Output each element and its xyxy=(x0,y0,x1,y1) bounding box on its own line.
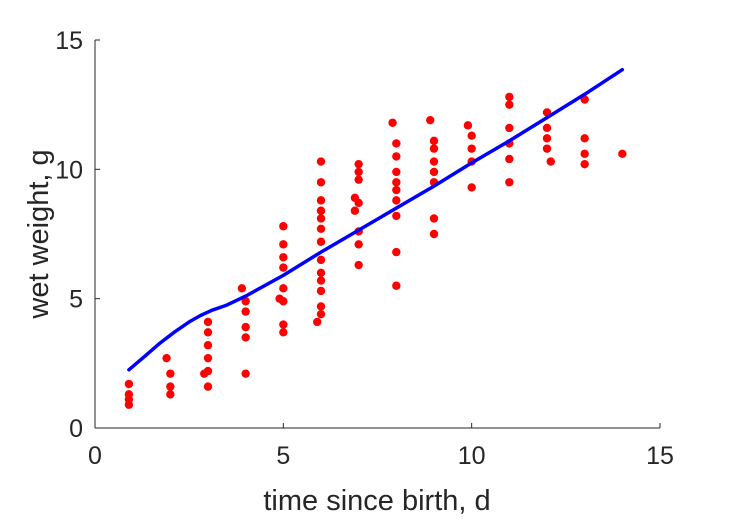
data-point xyxy=(542,123,552,133)
scatter-points xyxy=(124,92,627,409)
data-point xyxy=(203,353,213,363)
data-point xyxy=(316,224,326,234)
data-point xyxy=(241,297,250,306)
data-point xyxy=(241,322,250,332)
data-point xyxy=(392,152,401,161)
data-point xyxy=(392,247,401,257)
data-point xyxy=(203,317,213,327)
data-point xyxy=(316,178,326,187)
data-point xyxy=(467,144,476,153)
data-point xyxy=(429,167,439,177)
data-point xyxy=(316,206,326,215)
fit-line xyxy=(127,67,625,372)
data-point xyxy=(505,178,514,187)
y-tick-label: 15 xyxy=(55,27,83,55)
data-point xyxy=(316,276,326,285)
data-point xyxy=(388,118,397,127)
data-point xyxy=(166,382,175,391)
fit-line-group xyxy=(127,67,625,372)
data-point xyxy=(354,260,363,270)
data-point xyxy=(316,255,326,265)
data-point xyxy=(279,253,288,262)
data-point xyxy=(203,382,213,391)
data-point xyxy=(429,144,439,153)
x-axis-label: time since birth, d xyxy=(263,485,490,517)
data-point xyxy=(429,136,439,146)
data-point xyxy=(463,121,473,130)
y-tick-label: 5 xyxy=(69,286,83,314)
data-point xyxy=(580,159,589,169)
data-point xyxy=(505,123,514,133)
data-point xyxy=(124,400,134,409)
data-point xyxy=(392,139,401,148)
x-tick-label: 10 xyxy=(458,442,486,470)
data-point xyxy=(392,167,401,177)
data-point xyxy=(279,297,288,306)
data-point xyxy=(241,369,250,378)
data-point xyxy=(279,320,288,329)
data-point xyxy=(316,237,326,246)
y-tick-label: 0 xyxy=(69,415,83,443)
data-point xyxy=(392,178,401,187)
data-point xyxy=(166,390,175,399)
data-point xyxy=(392,185,401,195)
data-point xyxy=(279,222,288,231)
data-point xyxy=(542,134,552,143)
data-point xyxy=(505,92,514,102)
y-tick-label: 10 xyxy=(55,156,83,184)
data-point xyxy=(392,196,401,205)
data-point xyxy=(467,183,476,192)
data-point xyxy=(429,229,439,239)
data-point xyxy=(203,341,213,350)
data-point xyxy=(426,115,435,125)
data-point xyxy=(124,379,134,389)
data-point xyxy=(467,131,476,140)
x-tick-label: 0 xyxy=(88,442,102,470)
data-point xyxy=(429,214,439,223)
data-point xyxy=(546,157,555,166)
data-point xyxy=(618,149,627,159)
data-point xyxy=(316,302,326,311)
x-tick-label: 5 xyxy=(276,442,290,470)
data-point xyxy=(354,198,363,208)
data-point xyxy=(580,149,589,159)
data-point xyxy=(241,333,250,342)
data-point xyxy=(316,196,326,205)
y-axis-label: wet weight, g xyxy=(23,149,55,319)
y-ticks: 0 5 10 15 xyxy=(55,27,100,443)
data-point xyxy=(392,211,401,221)
data-point xyxy=(162,353,171,363)
data-point xyxy=(429,157,439,166)
data-point xyxy=(542,144,552,153)
data-point xyxy=(316,268,326,277)
data-point xyxy=(580,134,589,143)
data-point xyxy=(316,309,326,319)
data-point xyxy=(316,286,326,296)
data-point xyxy=(166,369,175,378)
data-point xyxy=(279,240,288,249)
x-tick-label: 15 xyxy=(646,442,674,470)
data-point xyxy=(505,154,514,164)
data-point xyxy=(354,159,363,169)
data-point xyxy=(279,328,288,337)
data-point xyxy=(350,206,360,215)
x-ticks: 0 5 10 15 xyxy=(88,423,674,470)
data-point xyxy=(354,175,363,184)
data-point xyxy=(505,100,514,109)
data-point xyxy=(279,263,288,272)
data-point xyxy=(313,317,322,327)
data-point xyxy=(279,284,288,293)
data-point xyxy=(392,281,401,290)
data-point xyxy=(241,307,250,316)
data-point xyxy=(354,240,363,249)
data-point xyxy=(237,284,247,293)
data-point xyxy=(316,157,326,166)
data-point xyxy=(354,167,363,177)
data-point xyxy=(203,328,213,337)
data-point xyxy=(316,214,326,223)
data-point xyxy=(203,366,213,376)
